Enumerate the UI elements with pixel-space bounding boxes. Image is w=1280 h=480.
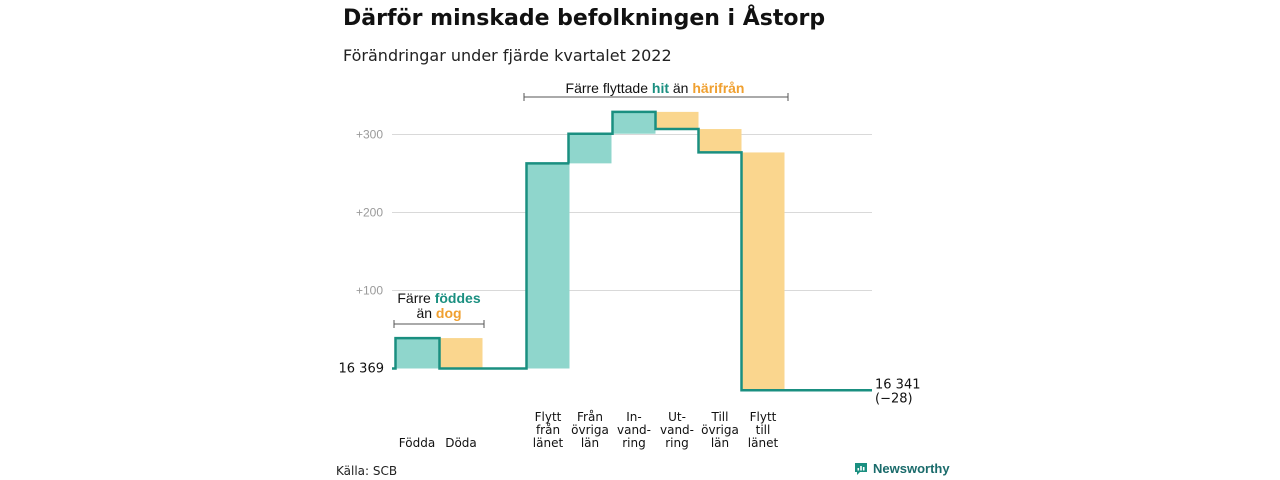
bar-till-övriga-län xyxy=(698,129,742,153)
y-tick-label: +300 xyxy=(356,128,383,142)
bar-från-övriga-län xyxy=(568,133,612,164)
x-category-label: Flytt från länet xyxy=(533,410,564,450)
annotation-migration: Färre flyttade hit än härifrån xyxy=(566,80,745,96)
x-category-label: Till övriga län xyxy=(701,410,739,450)
y-tick-label: +200 xyxy=(356,206,383,220)
x-category-label: Flytt till länet xyxy=(748,410,779,450)
bar-chart-icon xyxy=(855,462,867,475)
y-tick-label: +100 xyxy=(356,284,383,298)
x-category-label: In-vand-ring xyxy=(617,410,651,450)
chart-title: Därför minskade befolkningen i Åstorp xyxy=(343,6,826,31)
bar-födda xyxy=(395,338,439,369)
bar-flytt-till-länet xyxy=(741,152,785,391)
newsworthy-logo: Newsworthy xyxy=(854,461,950,476)
bar-flytt-från-länet xyxy=(526,163,570,369)
end-value-label: 16 341 xyxy=(875,377,921,392)
annotation-migration-bracket xyxy=(523,93,789,101)
x-category-label: Döda xyxy=(445,436,477,450)
annotation-births-deaths-bracket xyxy=(393,320,485,328)
annotation-births-deaths-line1: Färre föddes xyxy=(397,290,480,306)
bar-ut--vand--ring xyxy=(655,111,699,130)
start-value-label: 16 369 xyxy=(339,362,385,377)
brand-name: Newsworthy xyxy=(873,461,950,476)
x-category-label: Födda xyxy=(399,436,435,450)
x-category-label: Från övriga län xyxy=(571,410,609,450)
chart-subtitle: Förändringar under fjärde kvartalet 2022 xyxy=(343,46,672,65)
end-change-label: (−28) xyxy=(875,391,913,406)
x-category-label: Ut-vand-ring xyxy=(660,410,694,450)
bar-in--vand--ring xyxy=(612,111,656,134)
source-note: Källa: SCB xyxy=(336,464,398,478)
waterfall-step-line xyxy=(392,110,872,392)
bar-döda xyxy=(439,338,483,369)
annotation-births-deaths-line2: än dog xyxy=(416,305,461,321)
